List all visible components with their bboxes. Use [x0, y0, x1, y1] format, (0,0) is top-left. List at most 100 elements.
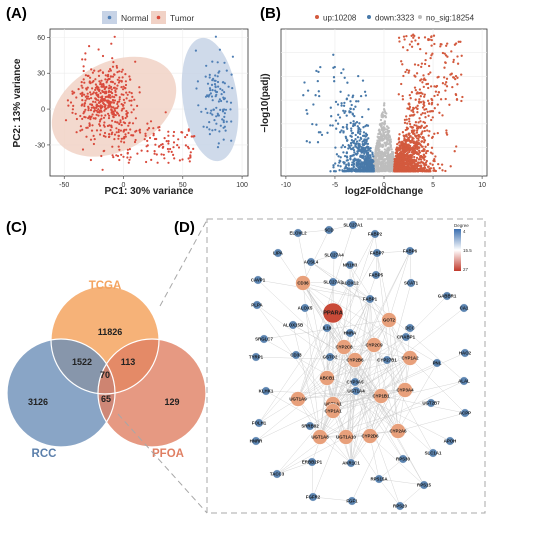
volcano-point-down [355, 100, 358, 103]
pca-point-tumor [91, 124, 94, 127]
volcano-point-down [334, 170, 337, 173]
pca-point-tumor [152, 134, 155, 137]
volcano-point-down [339, 165, 342, 168]
volcano-point-up [422, 162, 426, 165]
volcano-point-up [421, 169, 425, 173]
network-node-elovl2: ELOVL2 [289, 228, 307, 238]
volcano-point-up [420, 124, 423, 127]
pca-point-tumor [108, 133, 111, 136]
pca-point-tumor [119, 119, 122, 122]
pca-point-tumor [86, 92, 89, 95]
volcano-point-down [352, 146, 355, 149]
volcano-point-down [366, 154, 370, 157]
volcano-point-up [401, 131, 405, 134]
pca-point-normal [223, 112, 226, 115]
volcano-point-up [403, 158, 406, 161]
pca-point-tumor [92, 100, 95, 103]
pca-point-normal [215, 93, 218, 96]
volcano-point-down [338, 159, 341, 162]
pca-point-tumor [124, 133, 127, 136]
pca-point-tumor [134, 138, 137, 142]
pca-point-tumor [93, 138, 96, 141]
pca-point-tumor [184, 136, 187, 139]
volcano-point-nosig [381, 160, 385, 163]
pca-point-tumor [162, 145, 165, 148]
pca-tick-label-x: 50 [179, 182, 187, 189]
pca-point-tumor [118, 114, 121, 117]
volcano-point-up [403, 142, 407, 145]
pca-point-normal [213, 119, 216, 122]
degree-legend-bar [454, 229, 461, 271]
pca-point-tumor [138, 91, 141, 94]
panel-c-label: (C) [6, 219, 27, 236]
pca-point-tumor [98, 80, 101, 83]
network-edge [297, 229, 330, 234]
pca-point-tumor [77, 88, 80, 91]
volcano-point-down [359, 136, 362, 139]
network-node-circle [295, 275, 311, 291]
volcano-point-down [349, 142, 353, 145]
volcano-point-down [337, 155, 340, 158]
volcano-point-up [405, 115, 408, 118]
legend-label-up: up:10208 [323, 14, 357, 23]
pca-point-tumor [115, 127, 118, 130]
pca-point-tumor [122, 121, 125, 124]
volcano-point-up [415, 124, 418, 127]
network-edge [343, 346, 425, 486]
network-edge [345, 390, 357, 438]
volcano-point-nosig [386, 138, 390, 141]
network-edge [297, 346, 345, 400]
volcano-point-up [431, 163, 434, 166]
degree-legend-mid: 15.5 [463, 248, 472, 253]
volcano-point-up [430, 146, 434, 149]
volcano-point-nosig [383, 134, 387, 138]
pca-point-tumor [110, 133, 113, 136]
volcano-point-up [413, 150, 417, 154]
volcano-point-up [397, 160, 400, 163]
pca-y-axis-label: PC2: 13% variance [12, 58, 23, 147]
volcano-point-up [412, 137, 415, 140]
network-node-circle [374, 474, 384, 484]
pca-point-tumor [115, 131, 118, 134]
pca-point-tumor [94, 88, 97, 91]
volcano-point-down [366, 159, 370, 162]
volcano-point-up [410, 114, 413, 117]
volcano-point-down [362, 126, 365, 129]
pca-point-tumor [100, 117, 103, 120]
pca-point-tumor [103, 121, 106, 124]
volcano-point-up [412, 36, 415, 39]
volcano-point-up [414, 98, 417, 101]
network-node-label: CYP2D6 [361, 434, 379, 439]
volcano-point-up [405, 34, 408, 38]
network-edge [292, 324, 321, 438]
volcano-point-down [363, 152, 366, 155]
pca-point-tumor [153, 150, 156, 153]
pca-point-tumor [129, 78, 132, 81]
volcano-point-up [394, 161, 397, 165]
volcano-point-nosig [375, 169, 378, 173]
pca-point-tumor [136, 104, 139, 107]
pca-point-tumor [122, 107, 125, 110]
pca-point-normal [208, 128, 211, 131]
network-node-cyp2c8: CYP2C8 [335, 339, 353, 355]
volcano-point-up [407, 157, 410, 160]
volcano-point-up [408, 147, 412, 150]
volcano-point-nosig [379, 163, 382, 166]
volcano-point-up [460, 99, 463, 103]
pca-point-tumor [155, 153, 158, 156]
volcano-point-nosig [376, 139, 379, 142]
pca-point-normal [212, 77, 215, 80]
volcano-point-down [346, 81, 349, 84]
volcano-point-up [441, 51, 445, 55]
pca-ticks: -50 0 50 100 -30 0 30 60 [35, 35, 248, 189]
network-node-circle [308, 492, 318, 502]
volcano-point-down [357, 126, 361, 130]
volcano-point-up [460, 54, 463, 57]
pca-point-normal [222, 121, 225, 124]
volcano-point-down [334, 162, 337, 165]
pca-point-normal [223, 115, 226, 118]
network-node-circle [251, 436, 261, 446]
pca-point-tumor [104, 108, 107, 111]
venn-value-tcga-rcc: 1522 [72, 357, 92, 367]
volcano-point-up [405, 154, 409, 158]
